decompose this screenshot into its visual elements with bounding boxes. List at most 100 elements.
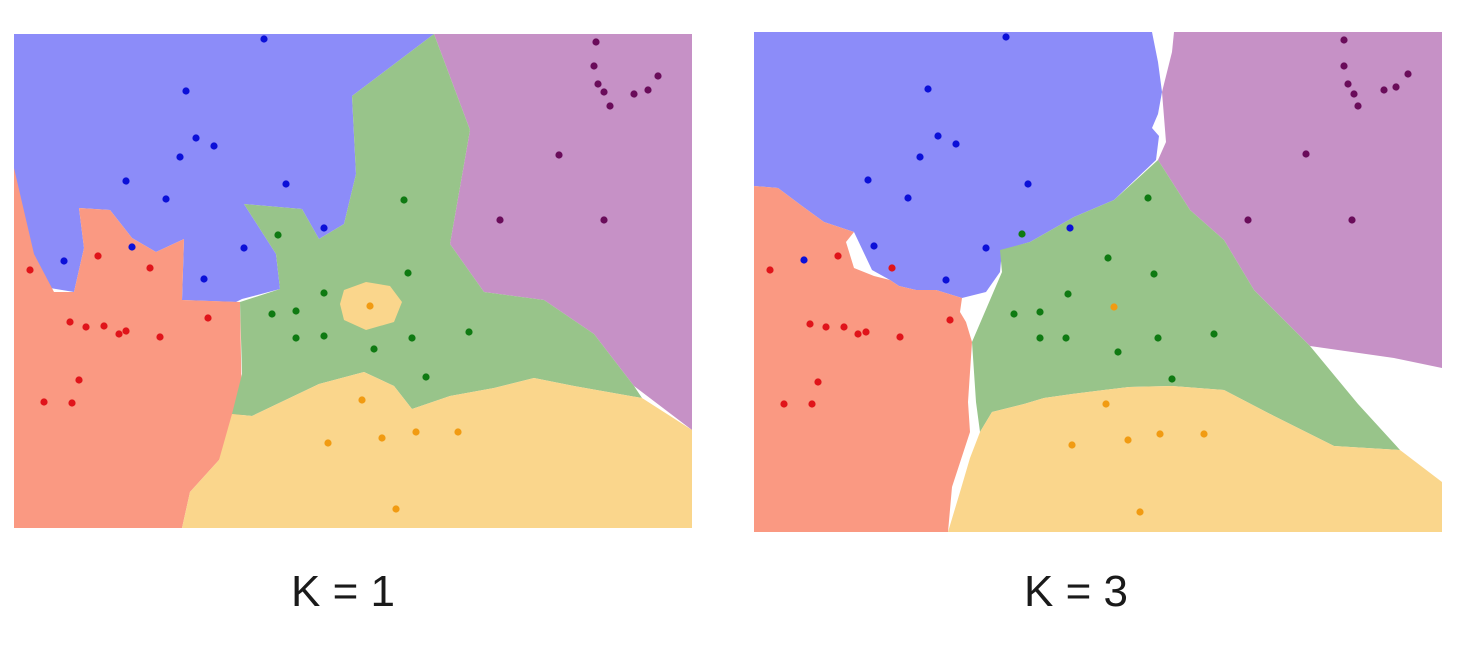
region-blue <box>14 34 434 302</box>
data-point-blue <box>192 134 200 142</box>
data-point-red <box>854 330 862 338</box>
data-point-red <box>68 399 76 407</box>
knn-panel-k3 <box>754 32 1442 532</box>
region-purple <box>1158 32 1442 368</box>
data-point-blue <box>1002 33 1010 41</box>
data-point-purple <box>555 151 563 159</box>
data-point-purple <box>1344 80 1352 88</box>
region-purple <box>434 34 692 430</box>
data-point-blue <box>1024 180 1032 188</box>
data-point-blue <box>934 132 942 140</box>
decision-boundary-plot-k1 <box>14 34 692 528</box>
caption-k3: K = 3 <box>1024 567 1128 616</box>
data-point-green <box>1036 334 1044 342</box>
data-point-orange <box>392 505 400 513</box>
data-point-red <box>156 333 164 341</box>
data-point-green <box>422 373 430 381</box>
data-point-orange <box>1156 430 1164 438</box>
data-point-purple <box>1354 102 1362 110</box>
data-point-green <box>1154 334 1162 342</box>
data-point-purple <box>1348 216 1356 224</box>
knn-panel-k1 <box>14 34 692 528</box>
data-point-blue <box>982 244 990 252</box>
data-point-green <box>1168 375 1176 383</box>
data-point-purple <box>654 72 662 80</box>
data-point-red <box>888 264 896 272</box>
decision-boundary-plot-k3 <box>754 32 1442 532</box>
data-point-orange <box>412 428 420 436</box>
data-point-purple <box>600 216 608 224</box>
data-point-red <box>82 323 90 331</box>
data-point-red <box>780 400 788 408</box>
data-point-green <box>268 310 276 318</box>
data-point-green <box>1018 230 1026 238</box>
data-point-blue <box>916 153 924 161</box>
data-point-blue <box>942 276 950 284</box>
data-point-green <box>1062 334 1070 342</box>
data-point-blue <box>128 243 136 251</box>
data-point-red <box>808 400 816 408</box>
data-point-red <box>862 328 870 336</box>
data-point-orange <box>1136 508 1144 516</box>
data-point-red <box>806 320 814 328</box>
data-point-green <box>1150 270 1158 278</box>
data-point-blue <box>904 194 912 202</box>
data-point-purple <box>1380 86 1388 94</box>
data-point-red <box>204 314 212 322</box>
data-point-purple <box>1302 150 1310 158</box>
data-point-red <box>822 323 830 331</box>
data-point-purple <box>600 88 608 96</box>
data-point-green <box>404 269 412 277</box>
caption-k1: K = 1 <box>291 567 395 616</box>
data-point-orange <box>366 302 374 310</box>
data-point-green <box>292 307 300 315</box>
data-point-purple <box>496 216 504 224</box>
data-point-blue <box>952 140 960 148</box>
data-point-purple <box>1350 90 1358 98</box>
data-point-purple <box>590 62 598 70</box>
data-point-orange <box>1110 303 1118 311</box>
data-point-red <box>40 398 48 406</box>
data-point-red <box>115 330 123 338</box>
data-point-blue <box>162 195 170 203</box>
region-orange <box>948 386 1442 532</box>
data-point-red <box>896 333 904 341</box>
data-point-orange <box>1124 436 1132 444</box>
data-point-orange <box>454 428 462 436</box>
data-point-purple <box>644 86 652 94</box>
data-point-red <box>122 327 130 335</box>
data-point-purple <box>1392 83 1400 91</box>
data-point-blue <box>200 275 208 283</box>
data-point-purple <box>1244 216 1252 224</box>
data-point-orange <box>1102 400 1110 408</box>
data-point-orange <box>1200 430 1208 438</box>
data-point-red <box>66 318 74 326</box>
data-point-blue <box>176 153 184 161</box>
data-point-green <box>408 334 416 342</box>
data-point-orange <box>378 434 386 442</box>
data-point-red <box>946 316 954 324</box>
data-point-green <box>400 196 408 204</box>
data-point-green <box>320 332 328 340</box>
data-point-green <box>1114 348 1122 356</box>
data-point-blue <box>1066 224 1074 232</box>
data-point-blue <box>800 256 808 264</box>
data-point-purple <box>1340 62 1348 70</box>
data-point-red <box>26 266 34 274</box>
data-point-blue <box>122 177 130 185</box>
data-point-green <box>292 334 300 342</box>
data-point-green <box>274 231 282 239</box>
data-point-orange <box>324 439 332 447</box>
data-point-blue <box>60 257 68 265</box>
data-point-red <box>766 266 774 274</box>
data-point-red <box>100 322 108 330</box>
data-point-blue <box>260 35 268 43</box>
data-point-blue <box>924 85 932 93</box>
data-point-red <box>75 376 83 384</box>
data-point-blue <box>864 176 872 184</box>
data-point-purple <box>630 90 638 98</box>
data-point-green <box>370 345 378 353</box>
data-point-blue <box>210 142 218 150</box>
data-point-orange <box>1068 441 1076 449</box>
data-point-purple <box>592 38 600 46</box>
